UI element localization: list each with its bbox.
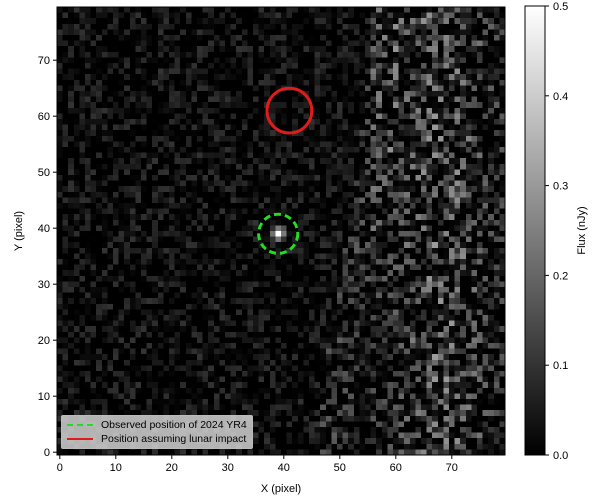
- x-tick-label: 70: [446, 462, 458, 474]
- x-tick-label: 60: [390, 462, 402, 474]
- y-tick-label: 60: [38, 111, 50, 123]
- colorbar-tick-label: 0.3: [553, 181, 568, 193]
- legend: Observed position of 2024 YR4 Position a…: [61, 415, 253, 449]
- flux-image: [57, 7, 505, 455]
- colorbar-label: Flux (nJy): [576, 206, 588, 254]
- legend-swatch-observed: [67, 424, 93, 426]
- impact-position-circle: [265, 86, 314, 135]
- legend-label-observed: Observed position of 2024 YR4: [101, 419, 247, 431]
- observed-position-circle: [257, 212, 300, 255]
- x-axis-label: X (pixel): [261, 483, 301, 495]
- colorbar: [524, 5, 546, 456]
- legend-label-impact: Position assuming lunar impact: [101, 433, 247, 445]
- legend-item-impact: Position assuming lunar impact: [67, 432, 247, 446]
- colorbar-tick-label: 0.1: [553, 360, 568, 372]
- x-tick-label: 10: [110, 462, 122, 474]
- legend-swatch-impact: [67, 438, 93, 440]
- y-tick-label: 70: [38, 55, 50, 67]
- y-tick-label: 0: [44, 447, 50, 459]
- colorbar-tick-label: 0.5: [553, 1, 568, 13]
- y-tick-label: 30: [38, 279, 50, 291]
- y-tick-label: 50: [38, 167, 50, 179]
- legend-item-observed: Observed position of 2024 YR4: [67, 418, 247, 432]
- x-tick-label: 50: [334, 462, 346, 474]
- colorbar-tick-label: 0.4: [553, 91, 568, 103]
- y-axis-label: Y (pixel): [13, 211, 25, 251]
- colorbar-tick-label: 0.0: [553, 450, 568, 462]
- x-tick-label: 0: [57, 462, 63, 474]
- y-tick-label: 20: [38, 335, 50, 347]
- y-tick-label: 40: [38, 223, 50, 235]
- x-tick-label: 30: [222, 462, 234, 474]
- y-tick-label: 10: [38, 391, 50, 403]
- colorbar-tick-label: 0.2: [553, 270, 568, 282]
- x-tick-label: 40: [278, 462, 290, 474]
- plot-frame: [56, 6, 506, 456]
- x-tick-label: 20: [166, 462, 178, 474]
